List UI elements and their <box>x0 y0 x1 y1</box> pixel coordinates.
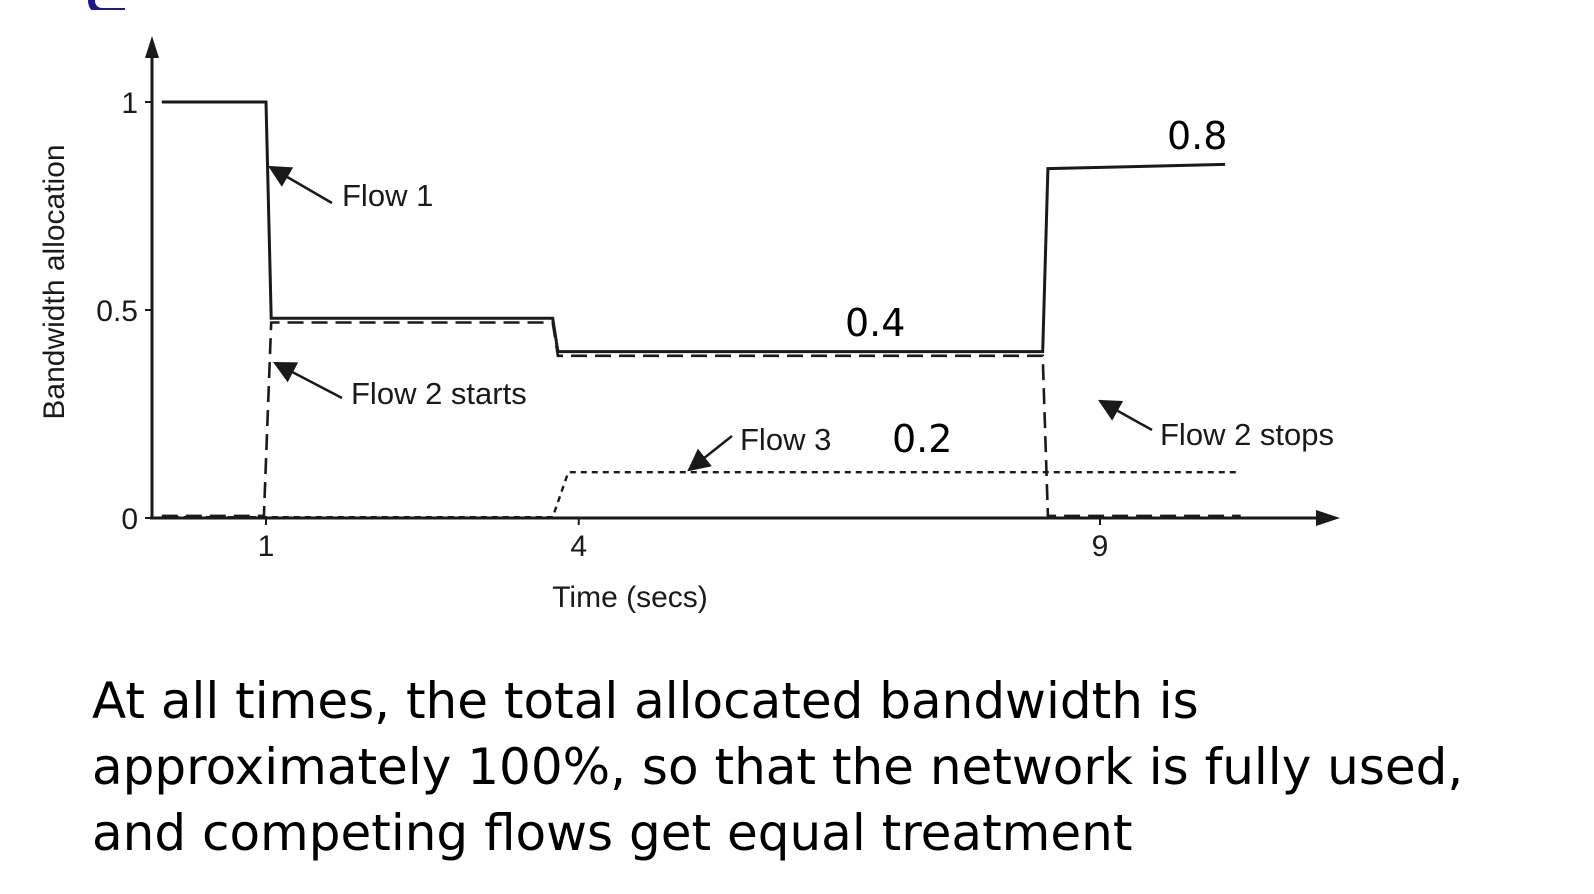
ticks: 1 4 9 0 0.5 1 <box>96 87 1108 563</box>
x-axis-label: Time (secs) <box>552 581 708 614</box>
series <box>161 100 1241 519</box>
value-label-0-2: 0.2 <box>892 417 952 461</box>
flow-3-arrow <box>687 435 733 472</box>
caption: At all times, the total allocated bandwi… <box>92 668 1572 866</box>
flow-1-arrow <box>268 165 333 205</box>
caption-line-3: and competing flows get equal treatment <box>92 804 1133 862</box>
flow-2-stops-arrow <box>1098 399 1153 432</box>
y-tick-label-0: 0 <box>121 503 138 536</box>
flow-2-starts-label: Flow 2 starts <box>351 376 527 411</box>
slide-title-fragment <box>0 0 1594 10</box>
axes <box>145 36 1340 526</box>
value-label-0-8: 0.8 <box>1167 114 1227 158</box>
x-axis-arrowhead <box>1316 510 1340 526</box>
y-axis-label: Bandwidth allocation <box>38 144 71 419</box>
x-tick-label-4: 4 <box>570 530 587 563</box>
caption-line-1: At all times, the total allocated bandwi… <box>92 672 1199 730</box>
y-tick-label-0.5: 0.5 <box>96 295 138 328</box>
series-flow-2 <box>161 321 1241 518</box>
flow-2-starts-arrow <box>273 361 343 400</box>
flow-2-stops-label: Flow 2 stops <box>1160 417 1334 452</box>
series-flow-1 <box>161 100 1226 354</box>
bandwidth-chart: 1 4 9 0 0.5 1 Time (secs) Bandwidth allocatio… <box>38 36 1340 614</box>
y-axis-arrowhead <box>145 36 159 58</box>
caption-line-2: approximately 100%, so that the network … <box>92 738 1464 796</box>
flow-3-label: Flow 3 <box>740 422 831 457</box>
series-flow-3 <box>161 471 1241 519</box>
flow-1-label: Flow 1 <box>342 178 433 213</box>
title-glyph-fragment <box>88 0 125 10</box>
y-tick-label-1: 1 <box>121 87 138 120</box>
value-label-0-4: 0.4 <box>845 301 905 345</box>
x-tick-label-9: 9 <box>1092 530 1109 563</box>
x-tick-label-1: 1 <box>258 530 275 563</box>
annotations: Flow 1 Flow 2 starts Flow 3 Flow 2 stops… <box>268 114 1334 472</box>
